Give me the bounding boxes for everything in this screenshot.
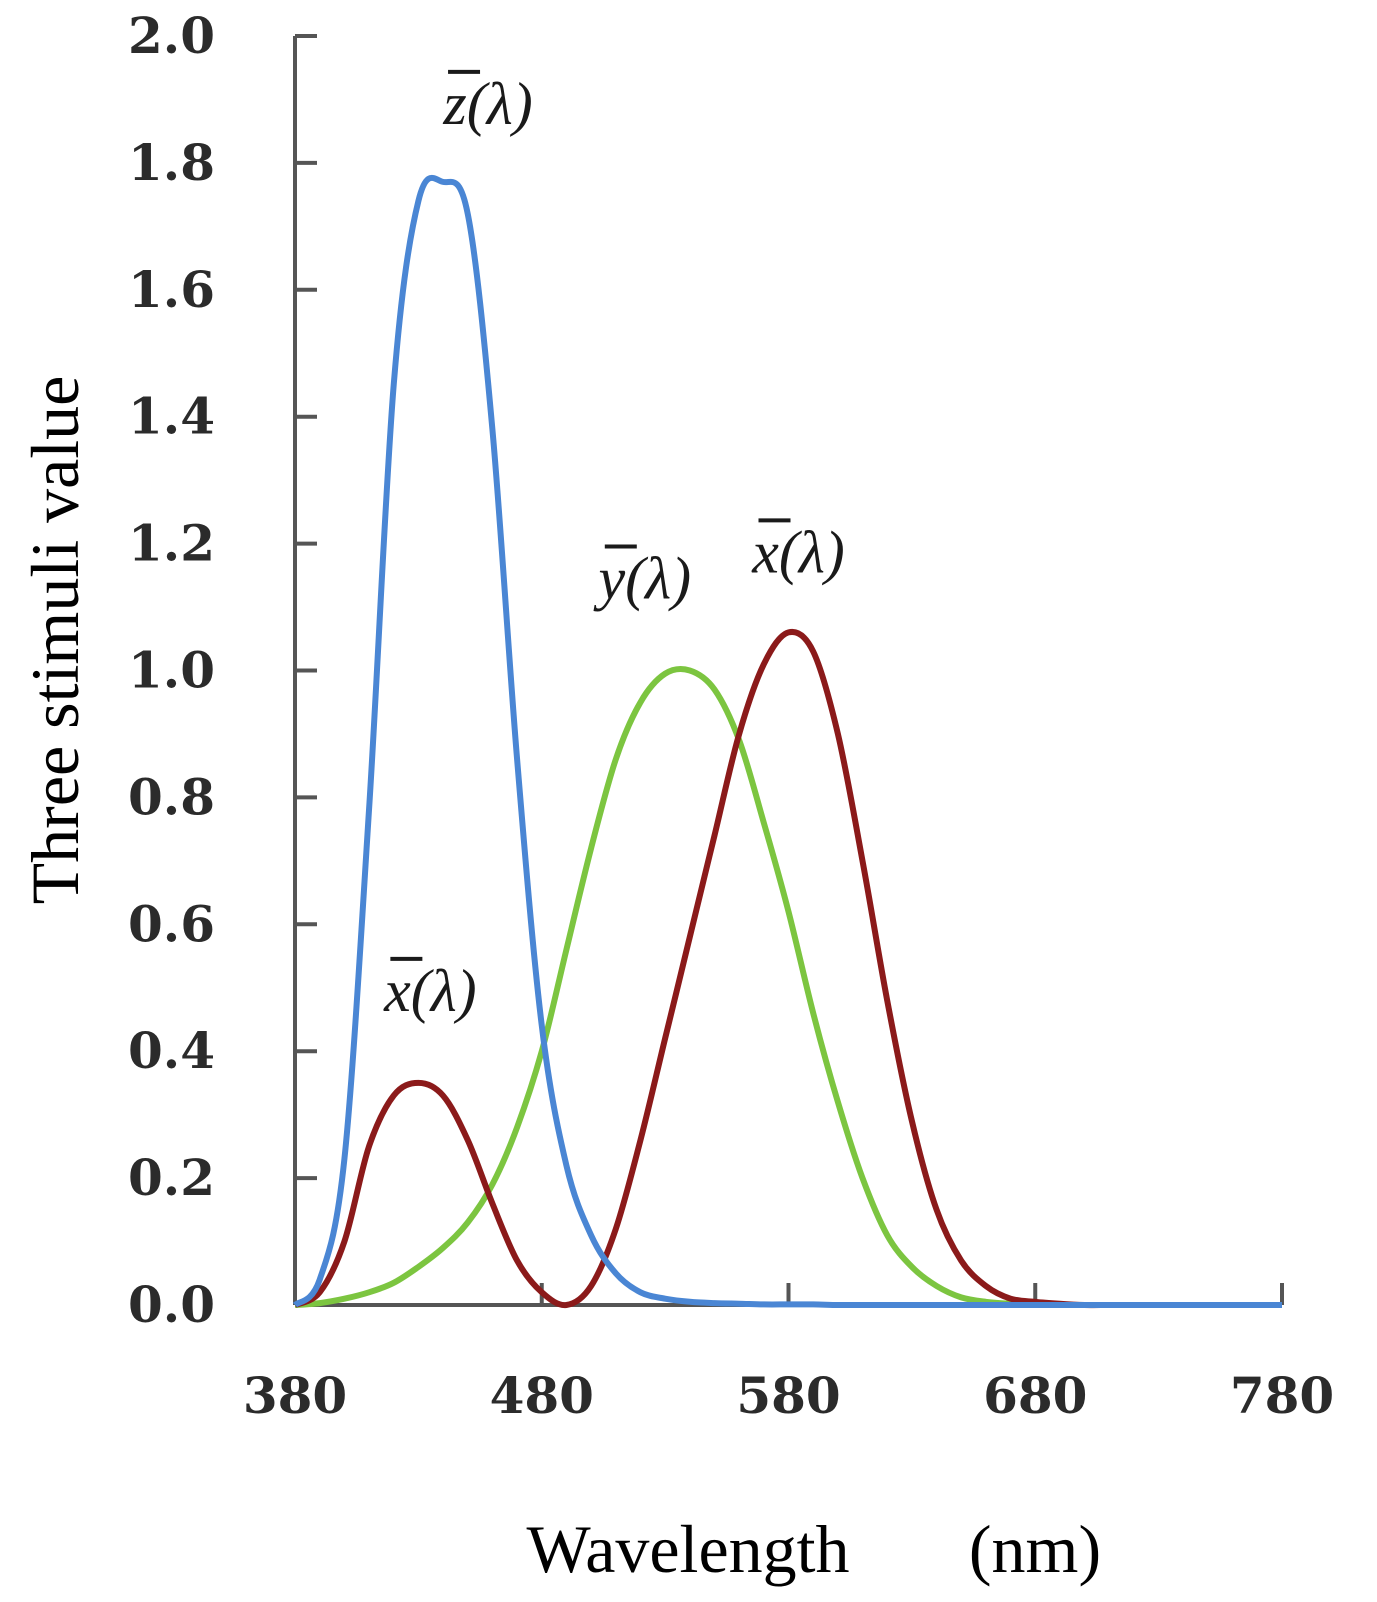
y-tick-label: 0.0 bbox=[128, 1275, 215, 1334]
series-layer bbox=[292, 174, 1282, 1309]
y-axis-label: Three stimuli value bbox=[17, 376, 93, 905]
curve-label: x(λ) bbox=[383, 958, 477, 1024]
annotation-layer: z(λ) y(λ) x(λ) x(λ) bbox=[383, 69, 845, 1024]
x-tick-label: 680 bbox=[983, 1366, 1087, 1425]
y-ticks: 0.0 0.2 0.4 0.6 0.8 1.0 1.2 1.4 1.6 1.8 2.0 bbox=[128, 6, 317, 1334]
series-line-z bbox=[292, 174, 1282, 1309]
x-tick-label: 580 bbox=[736, 1366, 840, 1425]
y-tick-label: 1.6 bbox=[128, 260, 215, 319]
y-tick-label: 1.2 bbox=[128, 514, 215, 573]
curve-label: x(λ) bbox=[751, 519, 845, 585]
x-axis-unit-label: (nm) bbox=[969, 1511, 1101, 1587]
axes bbox=[293, 36, 1282, 1307]
x-ticks: 380 480 580 680 780 bbox=[243, 1283, 1334, 1425]
y-tick-label: 0.2 bbox=[128, 1148, 215, 1207]
y-tick-label: 0.4 bbox=[128, 1021, 215, 1080]
y-tick-label: 0.6 bbox=[128, 894, 215, 953]
x-axis-label: Wavelength bbox=[526, 1511, 849, 1587]
curve-label: z(λ) bbox=[442, 71, 532, 137]
curve-label: y(λ) bbox=[593, 546, 692, 612]
x-tick-label: 480 bbox=[490, 1366, 594, 1425]
y-tick-label: 1.0 bbox=[128, 641, 215, 700]
x-tick-label: 780 bbox=[1230, 1366, 1334, 1425]
y-tick-label: 1.4 bbox=[128, 387, 215, 446]
x-tick-label: 380 bbox=[243, 1366, 347, 1425]
y-tick-label: 1.8 bbox=[128, 133, 215, 192]
y-tick-label: 2.0 bbox=[128, 6, 215, 65]
y-tick-label: 0.8 bbox=[128, 767, 215, 826]
